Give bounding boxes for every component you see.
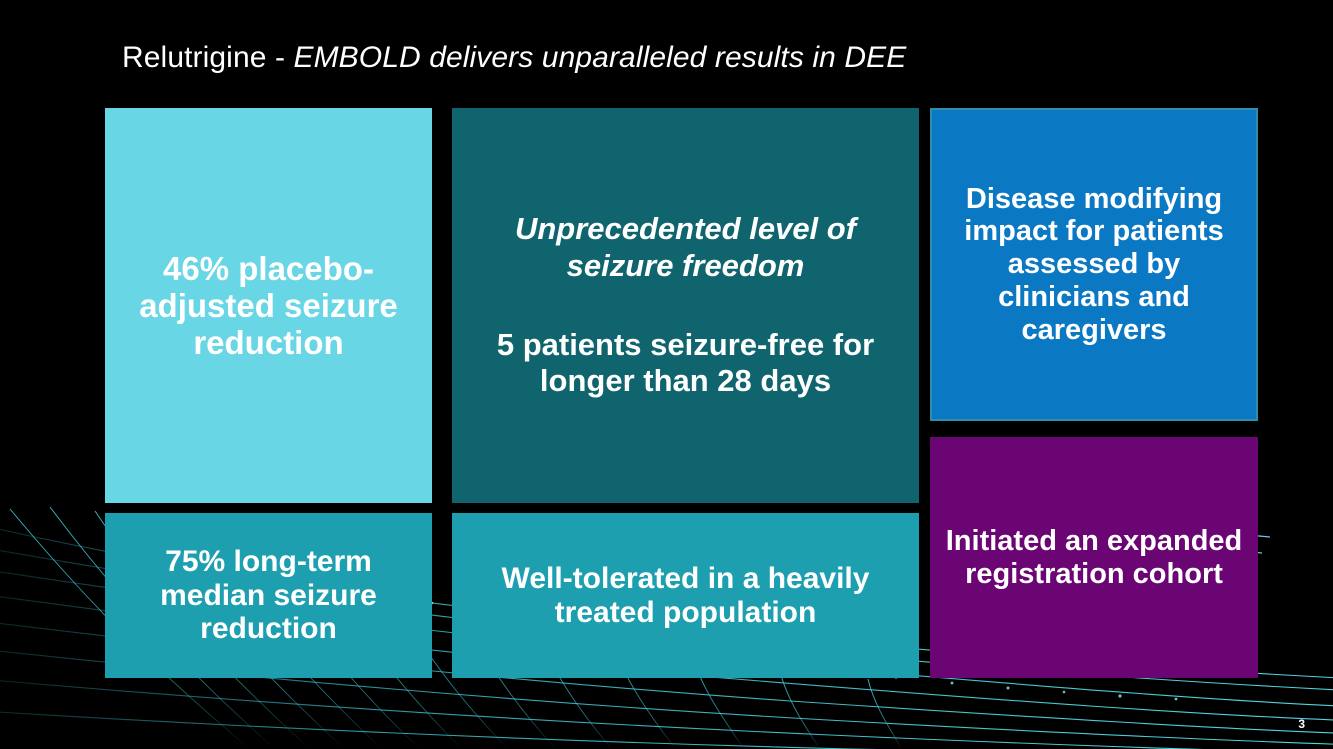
card-expanded-registration-cohort: Initiated an expanded registration cohor…	[930, 437, 1258, 678]
title-plain-part: Relutrigine -	[122, 41, 294, 74]
title-italic-part: EMBOLD delivers unparalleled results in …	[293, 41, 907, 74]
card-cohort-text: Initiated an expanded registration cohor…	[945, 524, 1243, 590]
card-disease-modifying-impact: Disease modifying impact for patients as…	[930, 108, 1258, 421]
card-tolerated-text: Well-tolerated in a heavily treated popu…	[501, 561, 870, 629]
slide-number: 3	[1298, 717, 1305, 731]
highlight-card-grid: 46% placebo-adjusted seizure reduction U…	[105, 108, 1258, 678]
card-well-tolerated: Well-tolerated in a heavily treated popu…	[452, 513, 919, 678]
page-title: Relutrigine - EMBOLD delivers unparallel…	[122, 41, 906, 76]
card-freedom-detail: 5 patients seizure-free for longer than …	[496, 326, 875, 399]
card-placebo-adjusted-seizure-reduction: 46% placebo-adjusted seizure reduction	[105, 108, 432, 503]
card-seizure-freedom: Unprecedented level of seizure freedom 5…	[452, 108, 919, 503]
card-longterm-text: 75% long-term median seizure reduction	[160, 544, 377, 646]
card-placebo-text: 46% placebo-adjusted seizure reduction	[139, 249, 398, 362]
card-long-term-median-seizure-reduction: 75% long-term median seizure reduction	[105, 513, 432, 678]
card-freedom-headline: Unprecedented level of seizure freedom	[514, 211, 857, 283]
card-disease-text: Disease modifying impact for patients as…	[964, 182, 1224, 346]
